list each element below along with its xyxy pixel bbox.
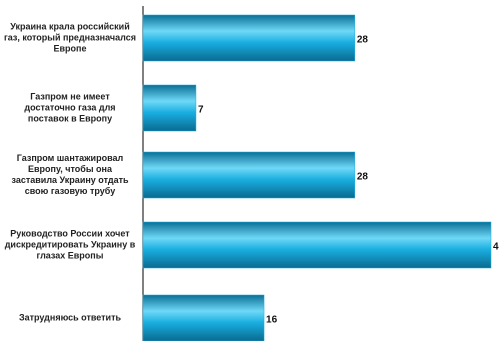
bar (142, 151, 356, 199)
category-label: Газпром не имеет достаточно газа для пос… (24, 91, 116, 124)
category-label: Руководство России хочет дискредитироват… (4, 228, 136, 261)
value-label: 16 (266, 315, 278, 326)
value-label: 28 (357, 172, 369, 183)
value-label: 7 (198, 105, 204, 116)
category-label: Украина крала российский газ, который пр… (4, 21, 136, 54)
category-label: Затрудняюсь ответить (18, 312, 122, 323)
category-label: Газпром шантажировал Европу, чтобы она з… (11, 153, 129, 196)
bar (142, 221, 492, 269)
bar (142, 84, 197, 132)
bar (142, 294, 265, 341)
value-label: 28 (357, 35, 369, 46)
bar (142, 14, 356, 62)
value-label: 46 (493, 242, 499, 253)
